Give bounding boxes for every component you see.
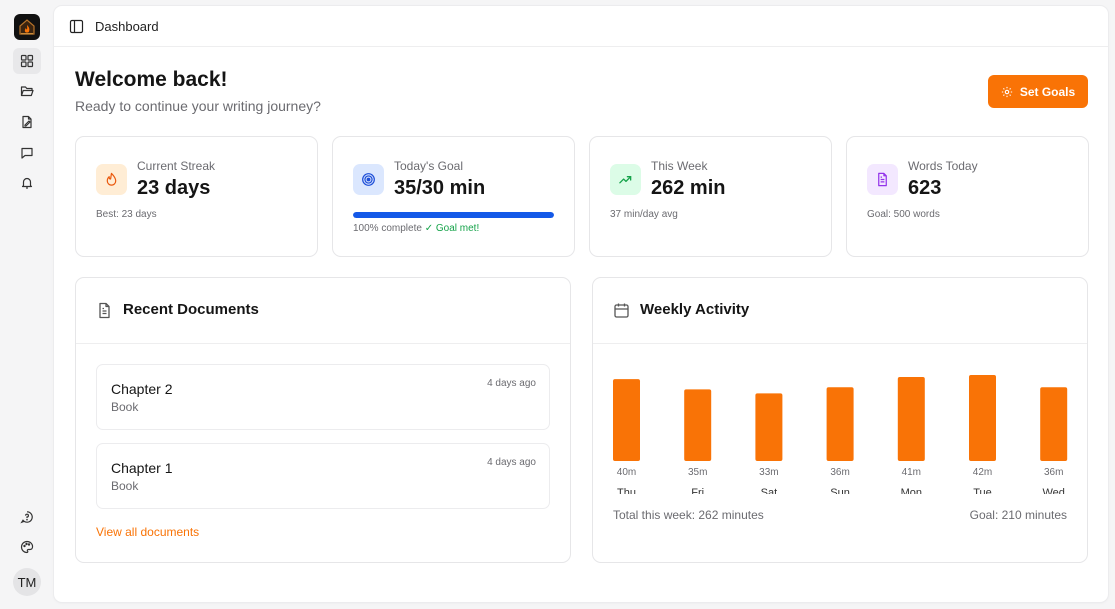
page-subtitle: Ready to continue your writing journey? [75, 98, 321, 114]
stat-label: This Week [651, 159, 708, 173]
bar-value-label: 33m [759, 467, 778, 478]
activity-bar-thu [613, 379, 640, 461]
bar-day-label: Tue [973, 487, 992, 494]
document-item[interactable]: Chapter 1 Book 4 days ago [96, 443, 550, 509]
file-text-icon [878, 172, 887, 187]
stat-card-streak: Current Streak 23 days Best: 23 days [75, 136, 318, 257]
set-goals-button[interactable]: Set Goals [988, 75, 1088, 108]
week-total: Total this week: 262 minutes [613, 508, 764, 522]
bar-value-label: 35m [688, 467, 707, 478]
bar-day-label: Thu [617, 487, 636, 494]
stat-label: Words Today [908, 159, 978, 173]
document-time: 4 days ago [487, 378, 536, 389]
stat-label: Current Streak [137, 159, 216, 173]
sidebar-toggle-icon[interactable] [69, 19, 84, 34]
sidebar-item-editor[interactable] [13, 109, 41, 135]
message-icon [21, 147, 33, 159]
document-name: Chapter 1 [111, 460, 173, 476]
calendar-icon [614, 303, 629, 318]
trending-up-icon [619, 176, 632, 184]
stat-value: 23 days [137, 177, 211, 199]
document-time: 4 days ago [487, 457, 536, 468]
document-name: Chapter 2 [111, 381, 173, 397]
grid-icon [20, 54, 34, 68]
stat-footer: 37 min/day avg [610, 209, 678, 220]
recent-documents-panel: Recent Documents Chapter 2 Book 4 days a… [75, 277, 571, 563]
weekly-activity-panel: Weekly Activity 40m Thu 35m Fri 33m Sat 36m Sun… [592, 277, 1088, 563]
palette-icon [20, 540, 34, 554]
stat-footer: Goal: 500 words [867, 209, 940, 220]
stat-card-today-goal: Today's Goal 35/30 min 100% complete ✓ G… [332, 136, 575, 257]
bar-value-label: 36m [1044, 467, 1063, 478]
sidebar-item-messages[interactable] [13, 140, 41, 166]
document-type: Book [111, 479, 139, 493]
week-goal: Goal: 210 minutes [969, 508, 1067, 522]
target-icon [362, 173, 375, 186]
breadcrumb: Dashboard [95, 19, 159, 34]
panel-header: Recent Documents [76, 278, 570, 344]
sidebar-item-theme[interactable] [13, 534, 41, 560]
panel-title: Weekly Activity [640, 301, 750, 318]
set-goals-label: Set Goals [1019, 84, 1076, 99]
folder-icon [20, 86, 34, 97]
stat-footer: 100% complete ✓ Goal met! [353, 223, 479, 234]
stat-icon-wrap [610, 164, 641, 195]
panel-title: Recent Documents [123, 301, 259, 318]
progress-text: 100% complete [353, 223, 422, 234]
activity-bar-tue [969, 375, 996, 461]
activity-bar-mon [897, 377, 925, 461]
bar-day-label: Sun [830, 487, 850, 494]
stat-value: 262 min [651, 177, 726, 199]
sidebar-item-help[interactable] [13, 504, 41, 530]
document-icon [99, 302, 110, 319]
bar-day-label: Sat [761, 487, 778, 494]
help-icon [20, 511, 33, 524]
stat-icon-wrap [867, 164, 898, 195]
main-panel: Dashboard Welcome back! Ready to continu… [54, 6, 1108, 602]
stat-icon-wrap [96, 164, 127, 195]
page-title: Welcome back! [75, 68, 228, 91]
sidebar: TM [0, 0, 54, 609]
stat-icon-wrap [353, 164, 384, 195]
stat-card-words-today: Words Today 623 Goal: 500 words [846, 136, 1089, 257]
document-item[interactable]: Chapter 2 Book 4 days ago [96, 364, 550, 430]
bar-value-label: 41m [902, 467, 921, 478]
gear-icon [1001, 86, 1012, 97]
app-logo[interactable] [14, 14, 40, 40]
fireplace-logo-icon [19, 19, 35, 35]
document-type: Book [111, 400, 139, 414]
bar-value-label: 42m [973, 467, 992, 478]
activity-bar-fri [684, 389, 712, 461]
bar-day-label: Wed [1042, 487, 1064, 494]
stat-label: Today's Goal [394, 159, 463, 173]
sidebar-item-notifications[interactable] [13, 170, 41, 196]
activity-bar-sat [755, 393, 783, 461]
user-avatar[interactable]: TM [13, 568, 41, 596]
stat-footer: Best: 23 days [96, 209, 157, 220]
stat-value: 623 [908, 177, 942, 199]
view-all-documents-link[interactable]: View all documents [96, 525, 200, 539]
sidebar-item-documents[interactable] [13, 78, 41, 104]
document-edit-icon [22, 115, 32, 129]
top-bar: Dashboard [54, 6, 1108, 47]
goal-progress-bar [353, 212, 554, 218]
stat-card-this-week: This Week 262 min 37 min/day avg [589, 136, 832, 257]
sidebar-item-dashboard[interactable] [13, 48, 41, 74]
bar-value-label: 36m [830, 467, 849, 478]
goal-met-status: ✓ Goal met! [424, 223, 480, 234]
flame-icon [106, 172, 117, 186]
bar-day-label: Mon [901, 487, 922, 494]
bell-icon [21, 177, 33, 189]
bar-value-label: 40m [617, 467, 636, 478]
bar-day-label: Fri [691, 487, 704, 494]
panel-header: Weekly Activity [593, 278, 1087, 344]
activity-bar-wed [1040, 387, 1068, 461]
goal-progress-fill [353, 212, 554, 218]
activity-bar-sun [826, 387, 854, 461]
weekly-activity-chart: 40m Thu 35m Fri 33m Sat 36m Sun 41m Mon 42m Tue 36m W… [613, 375, 1068, 494]
stat-value: 35/30 min [394, 177, 486, 199]
